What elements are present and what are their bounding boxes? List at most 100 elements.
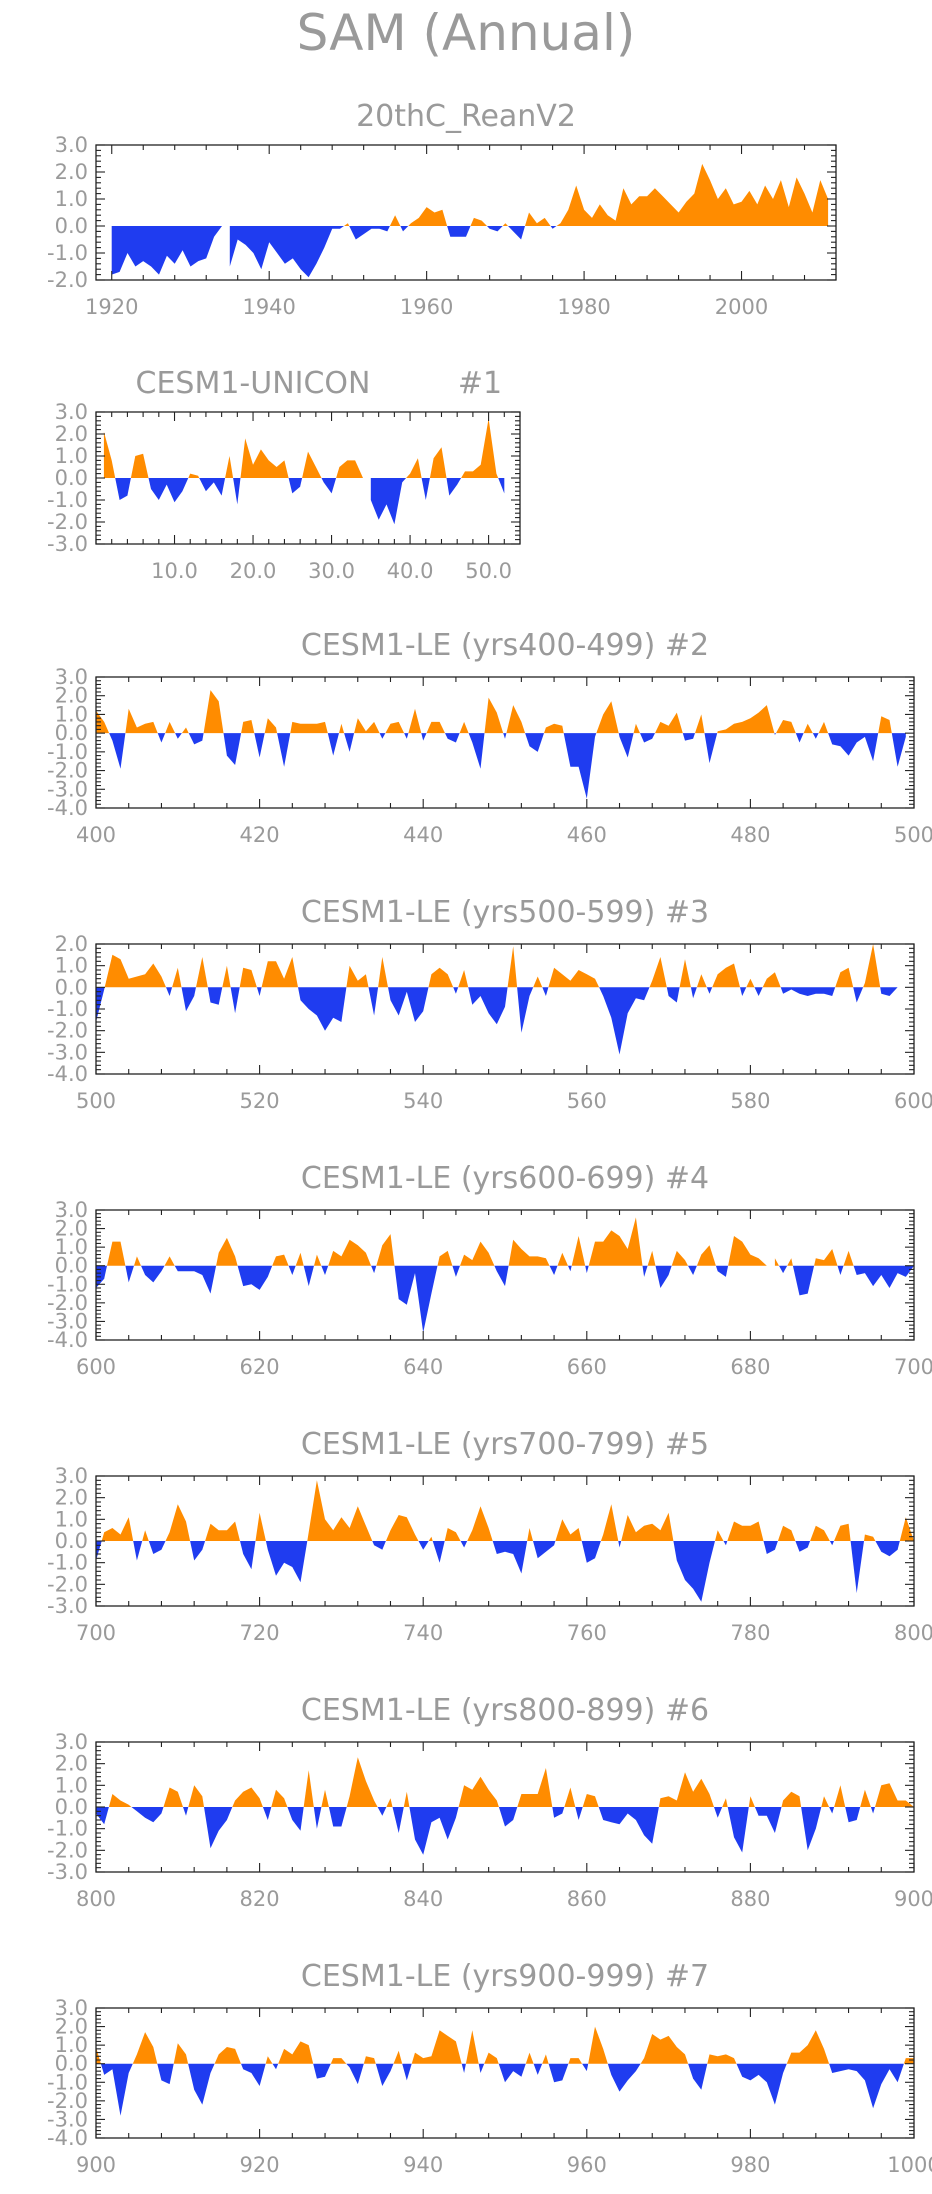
negative-area xyxy=(418,1541,429,1550)
positive-area xyxy=(458,970,469,988)
negative-area xyxy=(795,1541,811,1552)
negative-area xyxy=(207,987,223,1005)
y-tick-label: -1.0 xyxy=(47,1817,88,1841)
x-tick-label: 560 xyxy=(567,1089,607,1113)
x-tick-label: 400 xyxy=(76,823,116,847)
chart-panel-8: CESM1-LE (yrs900-999) #7 -4.0-3.0-2.0-1.0… xyxy=(47,1959,932,2177)
positive-area xyxy=(108,1794,132,1807)
y-tick-label: 2.0 xyxy=(55,1486,88,1510)
negative-area xyxy=(503,733,507,739)
positive-area xyxy=(330,2058,347,2064)
positive-area xyxy=(321,1789,329,1807)
negative-area xyxy=(453,987,459,994)
y-tick-label: -2.0 xyxy=(47,1838,88,1862)
positive-area xyxy=(376,1234,395,1266)
x-tick-label: 640 xyxy=(403,1355,443,1379)
x-tick-label: 1960 xyxy=(400,295,453,319)
negative-area xyxy=(740,987,747,996)
negative-area xyxy=(640,733,655,743)
negative-area xyxy=(131,1807,164,1823)
x-tick-label: 620 xyxy=(240,1355,280,1379)
negative-area xyxy=(548,2063,569,2083)
positive-area xyxy=(428,967,454,988)
negative-area xyxy=(498,2063,526,2083)
positive-area xyxy=(722,1798,728,1807)
positive-area xyxy=(621,1512,674,1541)
negative-area xyxy=(533,1541,556,1559)
positive-area xyxy=(339,723,345,734)
positive-area xyxy=(863,944,881,988)
negative-area xyxy=(409,1807,459,1855)
positive-area xyxy=(696,974,707,988)
y-tick-label: -1.0 xyxy=(47,740,88,764)
panel-title: CESM1-LE (yrs500-599) #3 xyxy=(301,895,709,930)
positive-area xyxy=(346,965,369,988)
y-tick-label: -1.0 xyxy=(47,1272,88,1296)
chart-panel-5: CESM1-LE (yrs600-699) #4 -4.0-3.0-2.0-1.0… xyxy=(47,1161,932,1379)
positive-area xyxy=(746,978,755,988)
positive-area xyxy=(484,2052,499,2064)
positive-area xyxy=(564,1787,576,1807)
negative-area xyxy=(368,987,379,1016)
positive-area xyxy=(232,1787,263,1807)
panel-title: CESM1-LE (yrs900-999) #7 xyxy=(301,1959,709,1994)
positive-area xyxy=(165,721,176,734)
negative-area xyxy=(853,1265,914,1288)
positive-area xyxy=(354,718,380,734)
negative-area xyxy=(736,2063,787,2105)
positive-area xyxy=(406,458,422,478)
y-tick-label: 1.0 xyxy=(55,444,88,468)
chart-panel-2: CESM1-UNICON #1 -3.0-2.0-1.00.01.02.03.0 10… xyxy=(47,366,521,583)
y-tick-label: 3.0 xyxy=(55,1198,88,1222)
y-tick-label: 0.0 xyxy=(55,466,88,490)
positive-area xyxy=(860,1789,871,1807)
negative-area xyxy=(157,2063,174,2085)
negative-area xyxy=(313,2063,331,2079)
negative-area xyxy=(723,1541,728,1546)
y-tick-label: 0.0 xyxy=(55,1795,88,1819)
negative-area xyxy=(287,1807,304,1831)
positive-area xyxy=(437,1250,453,1266)
x-tick-label: 700 xyxy=(76,1621,116,1645)
negative-area xyxy=(525,733,544,752)
negative-area xyxy=(133,1541,143,1561)
negative-area xyxy=(870,1807,875,1814)
negative-area xyxy=(432,1541,445,1563)
positive-area xyxy=(188,473,200,478)
y-tick-label: -1.0 xyxy=(47,488,88,512)
positive-area xyxy=(903,2058,914,2064)
positive-area xyxy=(411,2030,462,2064)
positive-area xyxy=(172,967,182,988)
positive-area xyxy=(96,710,110,734)
negative-area xyxy=(487,226,503,232)
positive-area xyxy=(278,2041,314,2064)
panel-title: CESM1-LE (yrs800-899) #6 xyxy=(301,1693,709,1728)
y-tick-label: -1.0 xyxy=(47,2070,88,2094)
positive-area xyxy=(426,721,445,734)
positive-area xyxy=(363,2056,376,2064)
positive-area xyxy=(533,976,543,988)
negative-area xyxy=(468,733,485,769)
y-tick-label: -4.0 xyxy=(47,796,88,820)
negative-area xyxy=(828,733,879,762)
positive-area xyxy=(290,721,328,734)
x-tick-label: 520 xyxy=(240,1089,280,1113)
x-tick-label: 840 xyxy=(403,1887,443,1911)
negative-area xyxy=(460,1541,468,1548)
negative-area xyxy=(763,1541,778,1554)
positive-area xyxy=(465,2030,479,2064)
negative-area xyxy=(237,1265,273,1290)
y-tick-label: 2.0 xyxy=(55,422,88,446)
negative-area xyxy=(517,987,534,1033)
positive-area xyxy=(261,957,298,988)
negative-area xyxy=(188,2063,215,2105)
x-tick-label: 900 xyxy=(894,1887,932,1911)
negative-area xyxy=(181,987,196,1012)
negative-area xyxy=(452,1265,460,1277)
y-tick-label: 3.0 xyxy=(55,1730,88,1754)
x-tick-label: 920 xyxy=(240,2153,280,2177)
x-tick-label: 980 xyxy=(730,2153,770,2177)
y-tick-label: -2.0 xyxy=(47,1291,88,1315)
x-tick-label: 1940 xyxy=(242,295,295,319)
